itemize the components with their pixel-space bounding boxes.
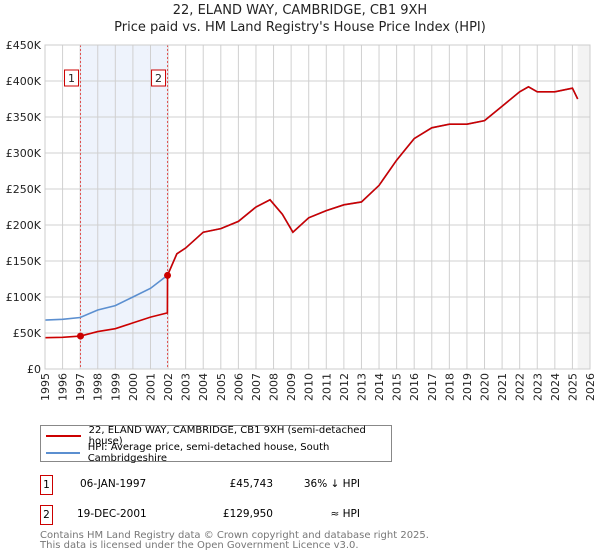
x-tick-label: 2026 bbox=[584, 373, 597, 401]
x-tick-label: 1999 bbox=[109, 373, 122, 401]
sale-date: 19-DEC-2001 bbox=[77, 508, 147, 520]
x-tick-label: 2013 bbox=[355, 373, 368, 401]
chart: 1995 1996 1997 1998 1999 2000 2001 2002 2003 2004… bbox=[6, 39, 597, 401]
x-tick-label: 1996 bbox=[57, 373, 70, 401]
footer: Contains HM Land Registry data © Crown c… bbox=[40, 531, 429, 551]
x-tick-label: 2014 bbox=[373, 373, 386, 401]
x-tick-label: 2024 bbox=[549, 373, 562, 401]
y-tick-label: £200K bbox=[6, 219, 42, 232]
y-tick-label: £400K bbox=[6, 75, 42, 88]
y-tick-label: £350K bbox=[6, 111, 42, 124]
legend-label: HPI: Average price, semi-detached house,… bbox=[87, 442, 330, 464]
sale-date: 06-JAN-1997 bbox=[80, 478, 147, 490]
x-tick-label: 2020 bbox=[479, 373, 492, 401]
x-tick-label: 2002 bbox=[162, 373, 175, 401]
x-tick-label: 2025 bbox=[566, 373, 579, 401]
x-tick-label: 1997 bbox=[74, 373, 87, 401]
y-tick-label: £100K bbox=[6, 291, 42, 304]
sale-marker-label: 2 bbox=[155, 72, 162, 85]
sale-hpi: ≈ HPI bbox=[330, 508, 360, 520]
legend: 22, ELAND WAY, CAMBRIDGE, CB1 9XH (semi-… bbox=[40, 425, 392, 464]
footer-line: Contains HM Land Registry data © Crown c… bbox=[40, 530, 429, 541]
sale-hpi: 36% ↓ HPI bbox=[303, 478, 360, 490]
x-tick-label: 2004 bbox=[197, 373, 210, 401]
x-tick-label: 2000 bbox=[127, 373, 140, 401]
x-tick-label: 2010 bbox=[303, 373, 316, 401]
y-tick-label: £450K bbox=[6, 39, 42, 52]
sale-point bbox=[77, 332, 85, 340]
sale-marker-label: 1 bbox=[68, 72, 75, 85]
x-tick-label: 2016 bbox=[408, 373, 421, 401]
x-tick-label: 2012 bbox=[338, 373, 351, 401]
x-tick-label: 2005 bbox=[215, 373, 228, 401]
legend-swatch-blue bbox=[46, 452, 80, 454]
legend-label: 22, ELAND WAY, CAMBRIDGE, CB1 9XH (semi-… bbox=[88, 425, 366, 447]
x-tick-label: 2017 bbox=[426, 373, 439, 401]
x-tick-label: 2009 bbox=[285, 373, 298, 401]
x-tick-label: 2018 bbox=[443, 373, 456, 401]
sale-price: £129,950 bbox=[222, 508, 273, 520]
sale-price: £45,743 bbox=[229, 478, 273, 490]
chart-title: 22, ELAND WAY, CAMBRIDGE, CB1 9XH bbox=[172, 3, 428, 18]
x-tick-label: 2019 bbox=[461, 373, 474, 401]
x-tick-label: 2023 bbox=[531, 373, 544, 401]
x-tick-label: 1995 bbox=[39, 373, 52, 401]
x-tick-label: 2021 bbox=[496, 373, 509, 401]
sale-point bbox=[164, 271, 172, 279]
x-tick-label: 2008 bbox=[268, 373, 281, 401]
sale-period-shading bbox=[80, 45, 168, 369]
x-tick-label: 1998 bbox=[92, 373, 105, 401]
sale-badge: 2 bbox=[40, 505, 53, 525]
x-tick-label: 2022 bbox=[514, 373, 527, 401]
sale-marker-box bbox=[151, 69, 167, 87]
forecast-hatch bbox=[577, 45, 590, 369]
series-line bbox=[44, 85, 579, 339]
x-tick-label: 2015 bbox=[391, 373, 404, 401]
x-tick-label: 2011 bbox=[320, 373, 333, 401]
y-tick-label: £300K bbox=[6, 147, 42, 160]
x-tick-label: 2006 bbox=[232, 373, 245, 401]
x-tick-label: 2003 bbox=[180, 373, 193, 401]
chart-subtitle: Price paid vs. HM Land Registry's House … bbox=[114, 20, 486, 35]
y-tick-label: £250K bbox=[6, 183, 42, 196]
x-tick-label: 2007 bbox=[250, 373, 263, 401]
y-tick-label: £0 bbox=[27, 363, 41, 376]
y-tick-label: £50K bbox=[13, 327, 42, 340]
x-tick-label: 2001 bbox=[144, 373, 157, 401]
legend-item-hpi: HPI: Average price, semi-detached house,… bbox=[46, 442, 391, 464]
sale-marker-box bbox=[64, 69, 80, 87]
legend-item-price: 22, ELAND WAY, CAMBRIDGE, CB1 9XH (semi-… bbox=[46, 425, 391, 447]
sale-badge: 1 bbox=[40, 475, 53, 495]
footer-line: This data is licensed under the Open Gov… bbox=[40, 540, 359, 551]
legend-swatch-red bbox=[46, 435, 81, 437]
y-tick-label: £150K bbox=[6, 255, 42, 268]
plot-border bbox=[44, 44, 591, 370]
